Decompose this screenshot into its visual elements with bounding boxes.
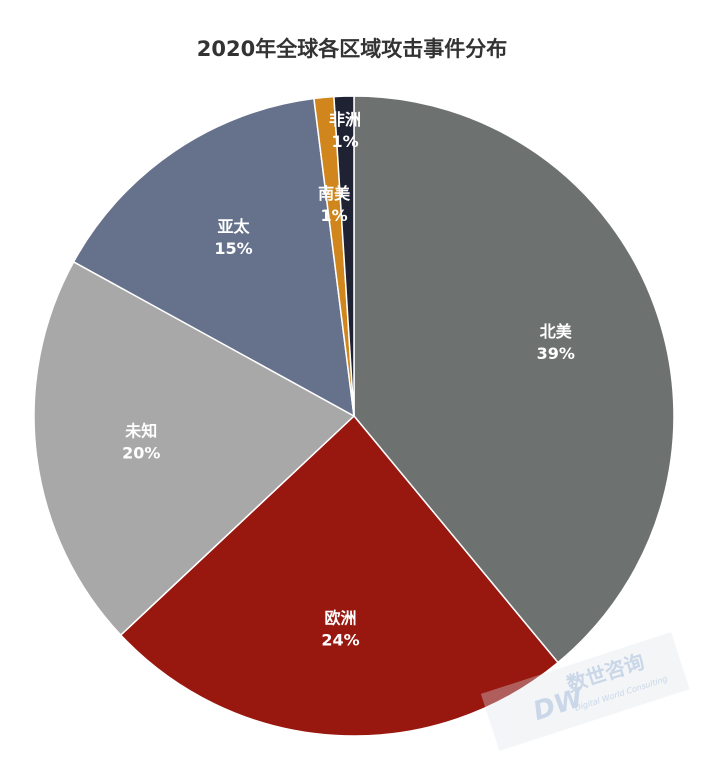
watermark-band	[480, 632, 690, 751]
labels: 北美 39% 欧洲 24% 未知 20% 亚太 15% 南美 1% 非洲 1%	[122, 110, 575, 650]
pie-slice	[333, 95, 355, 417]
value-label: 1%	[331, 132, 358, 151]
watermark: DW 数世咨询 Digital World Consulting	[480, 632, 690, 751]
chart-title: 2020年全球各区域攻击事件分布	[197, 37, 507, 61]
value-label: 20%	[122, 443, 160, 462]
value-label: 1%	[321, 206, 348, 225]
slice-label: 欧洲	[325, 608, 357, 627]
pie-slice	[353, 95, 675, 664]
slice-label: 北美	[540, 322, 573, 341]
pie-slice	[72, 97, 355, 418]
slice-label: 南美	[318, 184, 351, 203]
pie	[33, 95, 675, 737]
value-label: 15%	[214, 239, 252, 258]
value-label: 39%	[537, 344, 575, 363]
pie-slice	[119, 414, 560, 737]
value-label: 24%	[321, 630, 359, 649]
slice-label: 非洲	[329, 110, 361, 129]
slice-label: 未知	[124, 421, 157, 440]
slice-label: 亚太	[217, 217, 250, 236]
pie-slice	[33, 260, 356, 637]
